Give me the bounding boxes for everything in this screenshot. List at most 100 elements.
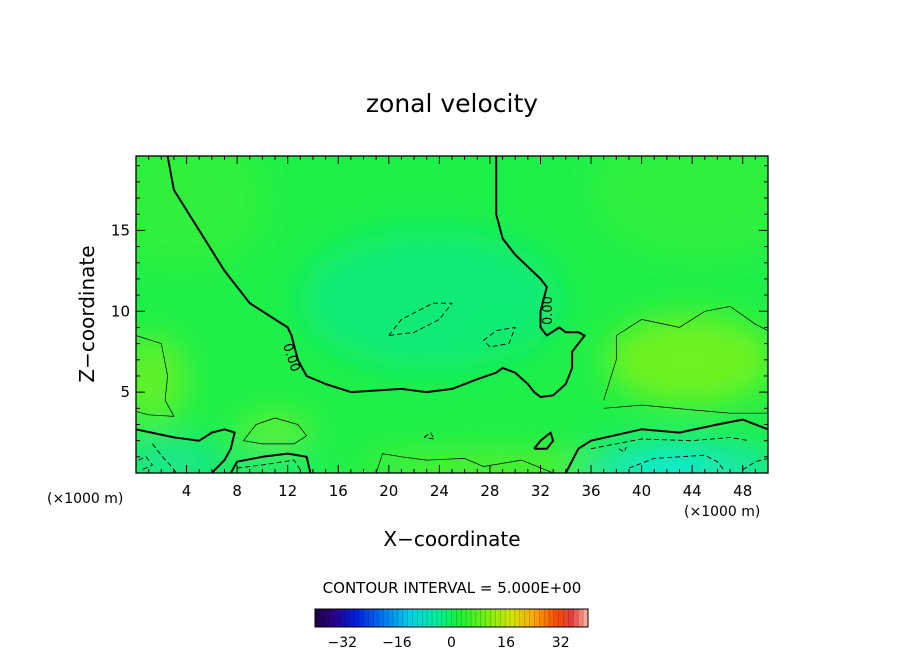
- colorbar-cell: [510, 609, 516, 627]
- colorbar-cell: [358, 609, 365, 627]
- colorbar-cell: [558, 609, 564, 627]
- colorbar-cell: [490, 609, 496, 627]
- zero-contour: [533, 431, 555, 450]
- colorbar-cell: [456, 609, 462, 627]
- x-tick-label: 40: [632, 482, 651, 500]
- colorbar-cell: [529, 609, 535, 627]
- positive-contour: [375, 453, 554, 473]
- x-tick-label: 8: [232, 482, 242, 500]
- field-shade-bottom-center: [360, 452, 640, 473]
- negative-contour: [483, 326, 516, 348]
- negative-contour: [388, 302, 453, 336]
- positive-contour: [243, 417, 307, 445]
- colorbar-cell: [568, 609, 574, 627]
- colorbar-cell: [432, 609, 438, 627]
- colorbar-cell: [397, 609, 404, 627]
- colorbar-cell: [524, 609, 530, 627]
- y-tick-label: 5: [120, 383, 130, 401]
- field-shade-upper-right: [590, 156, 768, 260]
- colorbar-cell: [573, 609, 579, 627]
- x-axis-label: X−coordinate: [383, 527, 520, 551]
- colorbar-tick-label: −16: [382, 635, 412, 651]
- x-tick-label: 4: [182, 482, 192, 500]
- field-shading: [136, 156, 768, 473]
- colorbar-cell: [446, 609, 452, 627]
- colorbar-cell: [553, 609, 560, 627]
- colorbar-cells: [315, 609, 589, 627]
- x-tick-label: 28: [480, 482, 499, 500]
- negative-contour: [590, 436, 750, 450]
- field-shade-bottom-right-core: [630, 460, 710, 473]
- colorbar-cell: [534, 609, 540, 627]
- chart-title: zonal velocity: [366, 89, 538, 118]
- colorbar-cell: [324, 609, 330, 627]
- negative-contour: [152, 443, 177, 473]
- x-unit-label: (×1000 m): [47, 491, 123, 507]
- field-shade-bottom-left: [136, 440, 225, 473]
- zero-contour-label: 0.00: [541, 296, 556, 325]
- colorbar-cell: [471, 609, 477, 627]
- x-tick-label: 20: [379, 482, 398, 500]
- x-tick-label: 44: [683, 482, 702, 500]
- colorbar-cell: [514, 609, 521, 627]
- colorbar-cell: [519, 609, 525, 627]
- x-tick-label: 24: [430, 482, 449, 500]
- colorbar-cell: [427, 609, 433, 627]
- y-tick-label: 10: [111, 302, 130, 320]
- negative-contour: [423, 432, 435, 440]
- colorbar-cell: [354, 609, 360, 627]
- colorbar-cell: [319, 609, 326, 627]
- colorbar-cell: [412, 609, 418, 627]
- colorbar-cell: [383, 609, 389, 627]
- colorbar: −32 −16 0 16 32: [314, 608, 589, 651]
- negative-contour: [628, 454, 725, 471]
- colorbar-cell: [451, 609, 457, 627]
- colorbar-cell: [578, 609, 584, 627]
- colorbar-tick-label: 16: [497, 635, 515, 651]
- colorbar-cell: [480, 609, 486, 627]
- x-unit-label-right: (×1000 m): [684, 504, 760, 520]
- colorbar-cell: [549, 609, 555, 627]
- positive-contour: [603, 404, 768, 414]
- colorbar-ticks: −32 −16 0 16 32: [328, 635, 570, 651]
- colorbar-cell: [436, 609, 443, 627]
- zero-contour: [136, 428, 236, 473]
- zero-contour: [564, 418, 768, 473]
- negative-contour: [237, 459, 301, 471]
- colorbar-cell: [315, 609, 321, 627]
- plot-area: [135, 155, 769, 474]
- colorbar-cell: [368, 609, 374, 627]
- colorbar-cell: [407, 609, 413, 627]
- field-shade-left: [136, 335, 187, 425]
- colorbar-cell: [349, 609, 355, 627]
- colorbar-cell: [339, 609, 345, 627]
- negative-contour: [618, 446, 627, 453]
- colorbar-tick-label: 32: [552, 635, 570, 651]
- x-tick-label: 36: [581, 482, 600, 500]
- colorbar-cell: [393, 609, 399, 627]
- colorbar-cell: [441, 609, 447, 627]
- colorbar-cell: [344, 609, 350, 627]
- colorbar-cell: [563, 609, 569, 627]
- colorbar-cell: [466, 609, 472, 627]
- negative-contour: [138, 456, 153, 471]
- colorbar-cell: [583, 609, 589, 627]
- colorbar-cell: [329, 609, 335, 627]
- colorbar-tick-label: 0: [447, 635, 456, 651]
- colorbar-cell: [373, 609, 379, 627]
- zero-contour: [229, 452, 312, 473]
- contour-interval-text: CONTOUR INTERVAL = 5.000E+00: [323, 579, 582, 597]
- colorbar-cell: [495, 609, 501, 627]
- colorbar-cell: [500, 609, 506, 627]
- field-shade-upper-left: [136, 156, 270, 270]
- contour-lines: [136, 156, 768, 473]
- colorbar-cell: [334, 609, 340, 627]
- colorbar-cell: [539, 609, 545, 627]
- colorbar-cell: [461, 609, 467, 627]
- colorbar-cell: [402, 609, 408, 627]
- colorbar-tick-label: −32: [328, 635, 358, 651]
- field-shade-lower-left: [235, 415, 315, 445]
- colorbar-cell: [505, 609, 511, 627]
